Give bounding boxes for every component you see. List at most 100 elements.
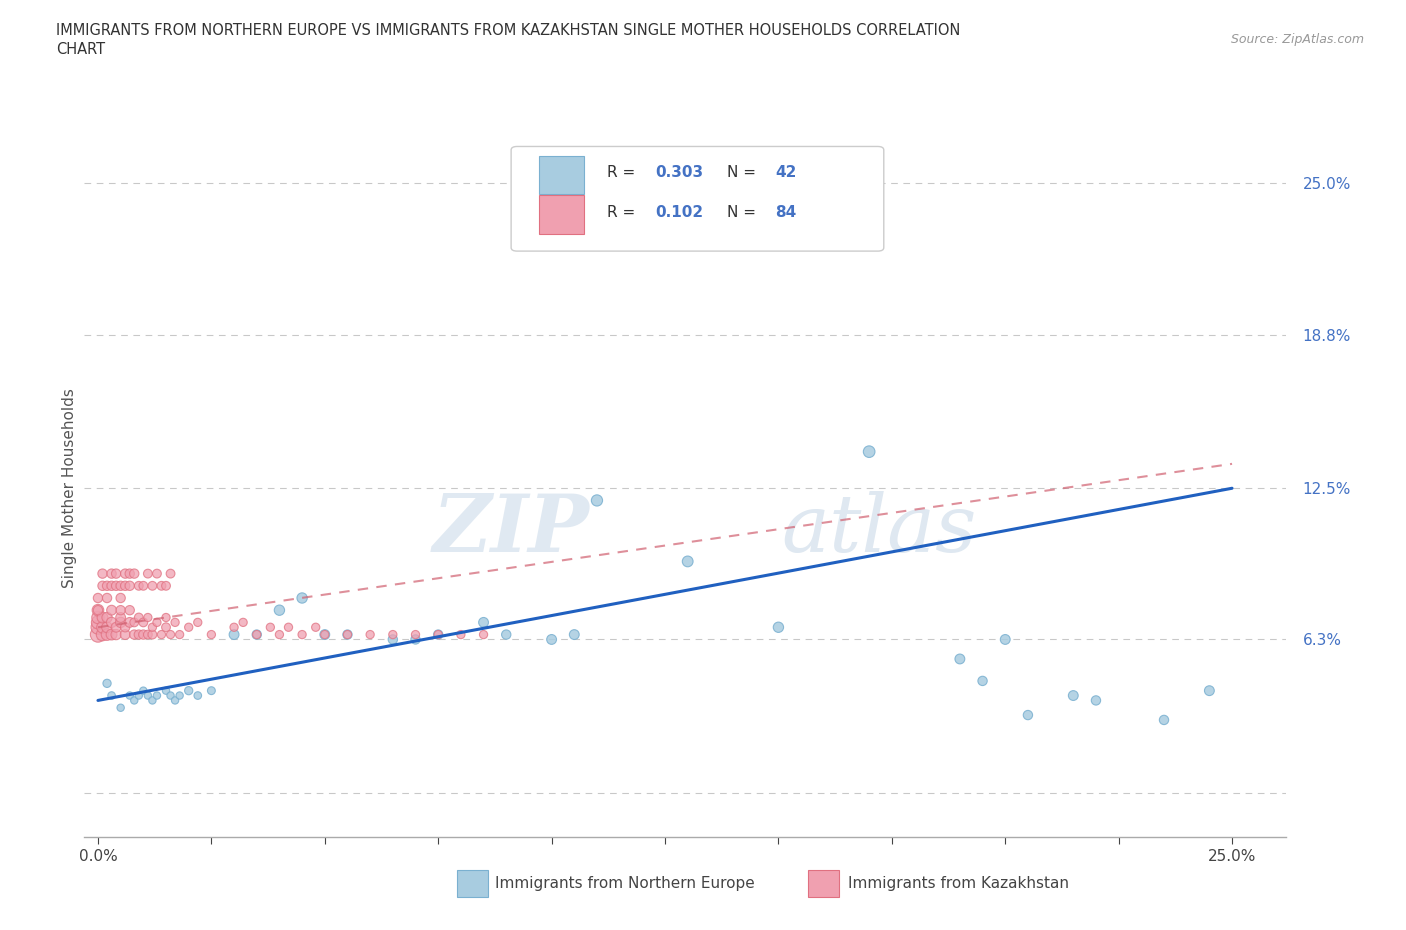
Point (427, 627, 450, 642)
Point (232, 615, 254, 630)
Point (91, 566, 114, 581)
Point (128, 627, 150, 642)
Point (277, 619, 299, 634)
Point (136, 688, 159, 703)
Point (169, 688, 191, 703)
Point (146, 566, 169, 581)
Point (110, 591, 132, 605)
Point (676, 554, 699, 569)
Point (114, 566, 136, 581)
Point (159, 627, 181, 642)
Text: 42: 42 (776, 166, 797, 180)
Point (141, 627, 163, 642)
Point (122, 627, 145, 642)
Point (165, 693, 187, 708)
Point (136, 566, 159, 581)
Point (1198, 684, 1220, 698)
Point (122, 693, 145, 708)
Point (291, 591, 314, 605)
FancyBboxPatch shape (538, 155, 585, 194)
Point (155, 610, 177, 625)
Text: N =: N = (727, 206, 762, 220)
Point (159, 688, 181, 703)
Point (110, 700, 132, 715)
Point (305, 619, 328, 634)
Text: 0.102: 0.102 (655, 206, 703, 220)
Point (177, 684, 200, 698)
Point (114, 578, 136, 593)
Point (146, 688, 169, 703)
Point (136, 610, 159, 625)
Point (1017, 708, 1039, 723)
Point (141, 578, 163, 593)
Point (336, 627, 359, 642)
Point (110, 610, 132, 625)
Point (132, 684, 155, 698)
Text: Immigrants from Kazakhstan: Immigrants from Kazakhstan (848, 876, 1069, 891)
Point (155, 684, 177, 698)
Point (472, 615, 495, 630)
Point (110, 603, 132, 618)
Point (105, 578, 128, 593)
Point (450, 627, 472, 642)
Point (114, 627, 136, 642)
Point (87, 603, 110, 618)
Point (100, 688, 122, 703)
Point (246, 627, 269, 642)
Point (87, 619, 110, 634)
Point (136, 627, 159, 642)
Point (222, 627, 245, 642)
Point (91, 610, 114, 625)
Point (495, 627, 517, 642)
Point (177, 619, 200, 634)
Point (141, 693, 163, 708)
Point (105, 627, 128, 642)
Point (405, 627, 427, 642)
Point (472, 627, 495, 642)
Point (200, 684, 222, 698)
Point (269, 627, 291, 642)
Point (91, 619, 114, 634)
Point (336, 627, 359, 642)
Point (96, 578, 118, 593)
Point (128, 578, 150, 593)
Point (118, 578, 141, 593)
Point (87, 591, 110, 605)
Text: 84: 84 (776, 206, 797, 220)
Text: CHART: CHART (56, 42, 105, 57)
Point (972, 673, 994, 688)
Point (110, 578, 132, 593)
Point (427, 627, 450, 642)
Point (132, 578, 155, 593)
FancyBboxPatch shape (538, 195, 585, 233)
Point (1062, 688, 1084, 703)
Point (87, 627, 110, 642)
Point (132, 627, 155, 642)
Text: atlas: atlas (782, 491, 977, 569)
Point (259, 619, 281, 634)
Point (118, 566, 141, 581)
Point (91, 627, 114, 642)
Point (150, 627, 173, 642)
Point (132, 615, 155, 630)
Point (159, 566, 181, 581)
Point (858, 445, 880, 459)
Point (381, 632, 404, 647)
Point (165, 615, 187, 630)
Point (100, 566, 122, 581)
Point (405, 632, 427, 647)
Point (562, 627, 585, 642)
Point (169, 627, 191, 642)
Point (105, 566, 128, 581)
Text: Source: ZipAtlas.com: Source: ZipAtlas.com (1230, 33, 1364, 46)
Point (118, 688, 141, 703)
Point (949, 652, 972, 667)
Point (110, 615, 132, 630)
Point (96, 627, 118, 642)
Point (96, 610, 118, 625)
Text: R =: R = (607, 206, 640, 220)
Y-axis label: Single Mother Households: Single Mother Households (62, 389, 77, 588)
Text: ZIP: ZIP (433, 491, 589, 569)
Point (91, 578, 114, 593)
Point (87, 615, 110, 630)
